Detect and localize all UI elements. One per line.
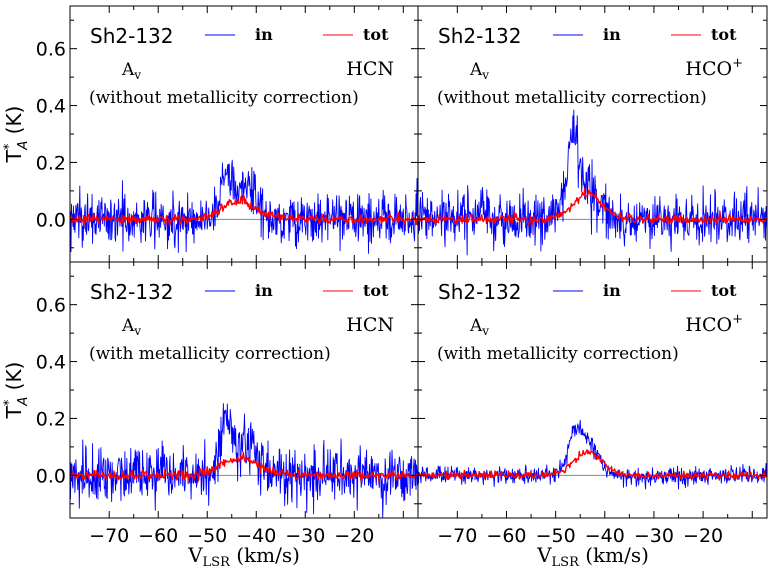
legend-label-in: in <box>603 25 621 44</box>
x-tick-label: −20 <box>334 525 374 547</box>
y-tick-label: 0.4 <box>36 96 66 118</box>
spectrum-line-in <box>418 109 767 256</box>
x-axis-label: VLSR (km/s) <box>187 543 300 570</box>
spectrum-line-tot <box>70 194 418 227</box>
molecule-label: HCO+ <box>685 312 743 336</box>
y-tick-label: 0.6 <box>36 39 66 61</box>
molecule-label: HCN <box>346 58 394 80</box>
y-tick-label: 0.4 <box>36 352 66 374</box>
spectrum-line-tot <box>418 187 767 226</box>
y-tick-label: 0.6 <box>36 295 66 317</box>
spectra-area <box>418 419 767 490</box>
spectrum-line-in <box>70 159 418 254</box>
source-label: Sh2-132 <box>438 24 522 48</box>
legend-label-in: in <box>255 25 273 44</box>
legend-label-in: in <box>603 281 621 300</box>
molecule-label: HCN <box>346 314 394 336</box>
x-tick-label: −30 <box>285 525 325 547</box>
y-axis-label: T*A (K) <box>2 106 31 164</box>
av-label: Av <box>469 316 489 338</box>
correction-note: (without metallicity correction) <box>437 88 707 108</box>
av-label: Av <box>469 60 489 82</box>
y-tick-label: 0.0 <box>36 209 66 231</box>
panel-bottom-right: −70 −60 −50 −40 −30 −20 Sh2-132 in tot Av HCO+ (wit… <box>417 261 768 547</box>
x-tick-label: −70 <box>437 525 477 547</box>
legend-label-in: in <box>255 281 273 300</box>
x-tick-label: −40 <box>585 525 625 547</box>
spectra-area <box>70 403 418 518</box>
av-label: Av <box>121 60 141 82</box>
legend-label-tot: tot <box>363 281 389 300</box>
spectra-area <box>70 159 418 254</box>
x-tick-label: −20 <box>683 525 723 547</box>
spectra-area <box>418 109 767 256</box>
spectrum-line-in <box>70 403 418 518</box>
source-label: Sh2-132 <box>90 280 174 304</box>
legend-label-tot: tot <box>711 281 737 300</box>
spectrum-line-tot <box>418 449 767 481</box>
panel-bottom-left: −70 −60 −50 −40 −30 −20 0.0 0.2 0.4 0.6 Sh2-132 in t… <box>36 261 419 547</box>
x-tick-label: −70 <box>89 525 129 547</box>
legend-label-tot: tot <box>711 25 737 44</box>
y-tick-label: 0.2 <box>36 408 66 430</box>
panel-top-left: 0.0 0.2 0.4 0.6 Sh2-132 in tot Av HCN (without me… <box>36 5 419 263</box>
x-tick-label: −50 <box>187 525 227 547</box>
x-tick-label: −30 <box>634 525 674 547</box>
x-tick-label: −60 <box>486 525 526 547</box>
y-tick-label: 0.0 <box>36 465 66 487</box>
x-tick-label: −60 <box>138 525 178 547</box>
y-tick-label: 0.2 <box>36 152 66 174</box>
x-tick-label: −40 <box>236 525 276 547</box>
panel-top-right: Sh2-132 in tot Av HCO+ (without metallicity c… <box>417 5 768 263</box>
x-axis-label: VLSR (km/s) <box>536 543 649 570</box>
molecule-label: HCO+ <box>685 56 743 80</box>
source-label: Sh2-132 <box>90 24 174 48</box>
x-tick-label: −50 <box>536 525 576 547</box>
correction-note: (with metallicity correction) <box>437 344 679 364</box>
correction-note: (without metallicity correction) <box>89 88 359 108</box>
av-label: Av <box>121 316 141 338</box>
correction-note: (with metallicity correction) <box>89 344 331 364</box>
spectrum-line-tot <box>70 451 418 483</box>
legend-label-tot: tot <box>363 25 389 44</box>
source-label: Sh2-132 <box>438 280 522 304</box>
spectrum-line-in <box>418 419 767 490</box>
y-axis-label: T*A (K) <box>2 362 31 420</box>
